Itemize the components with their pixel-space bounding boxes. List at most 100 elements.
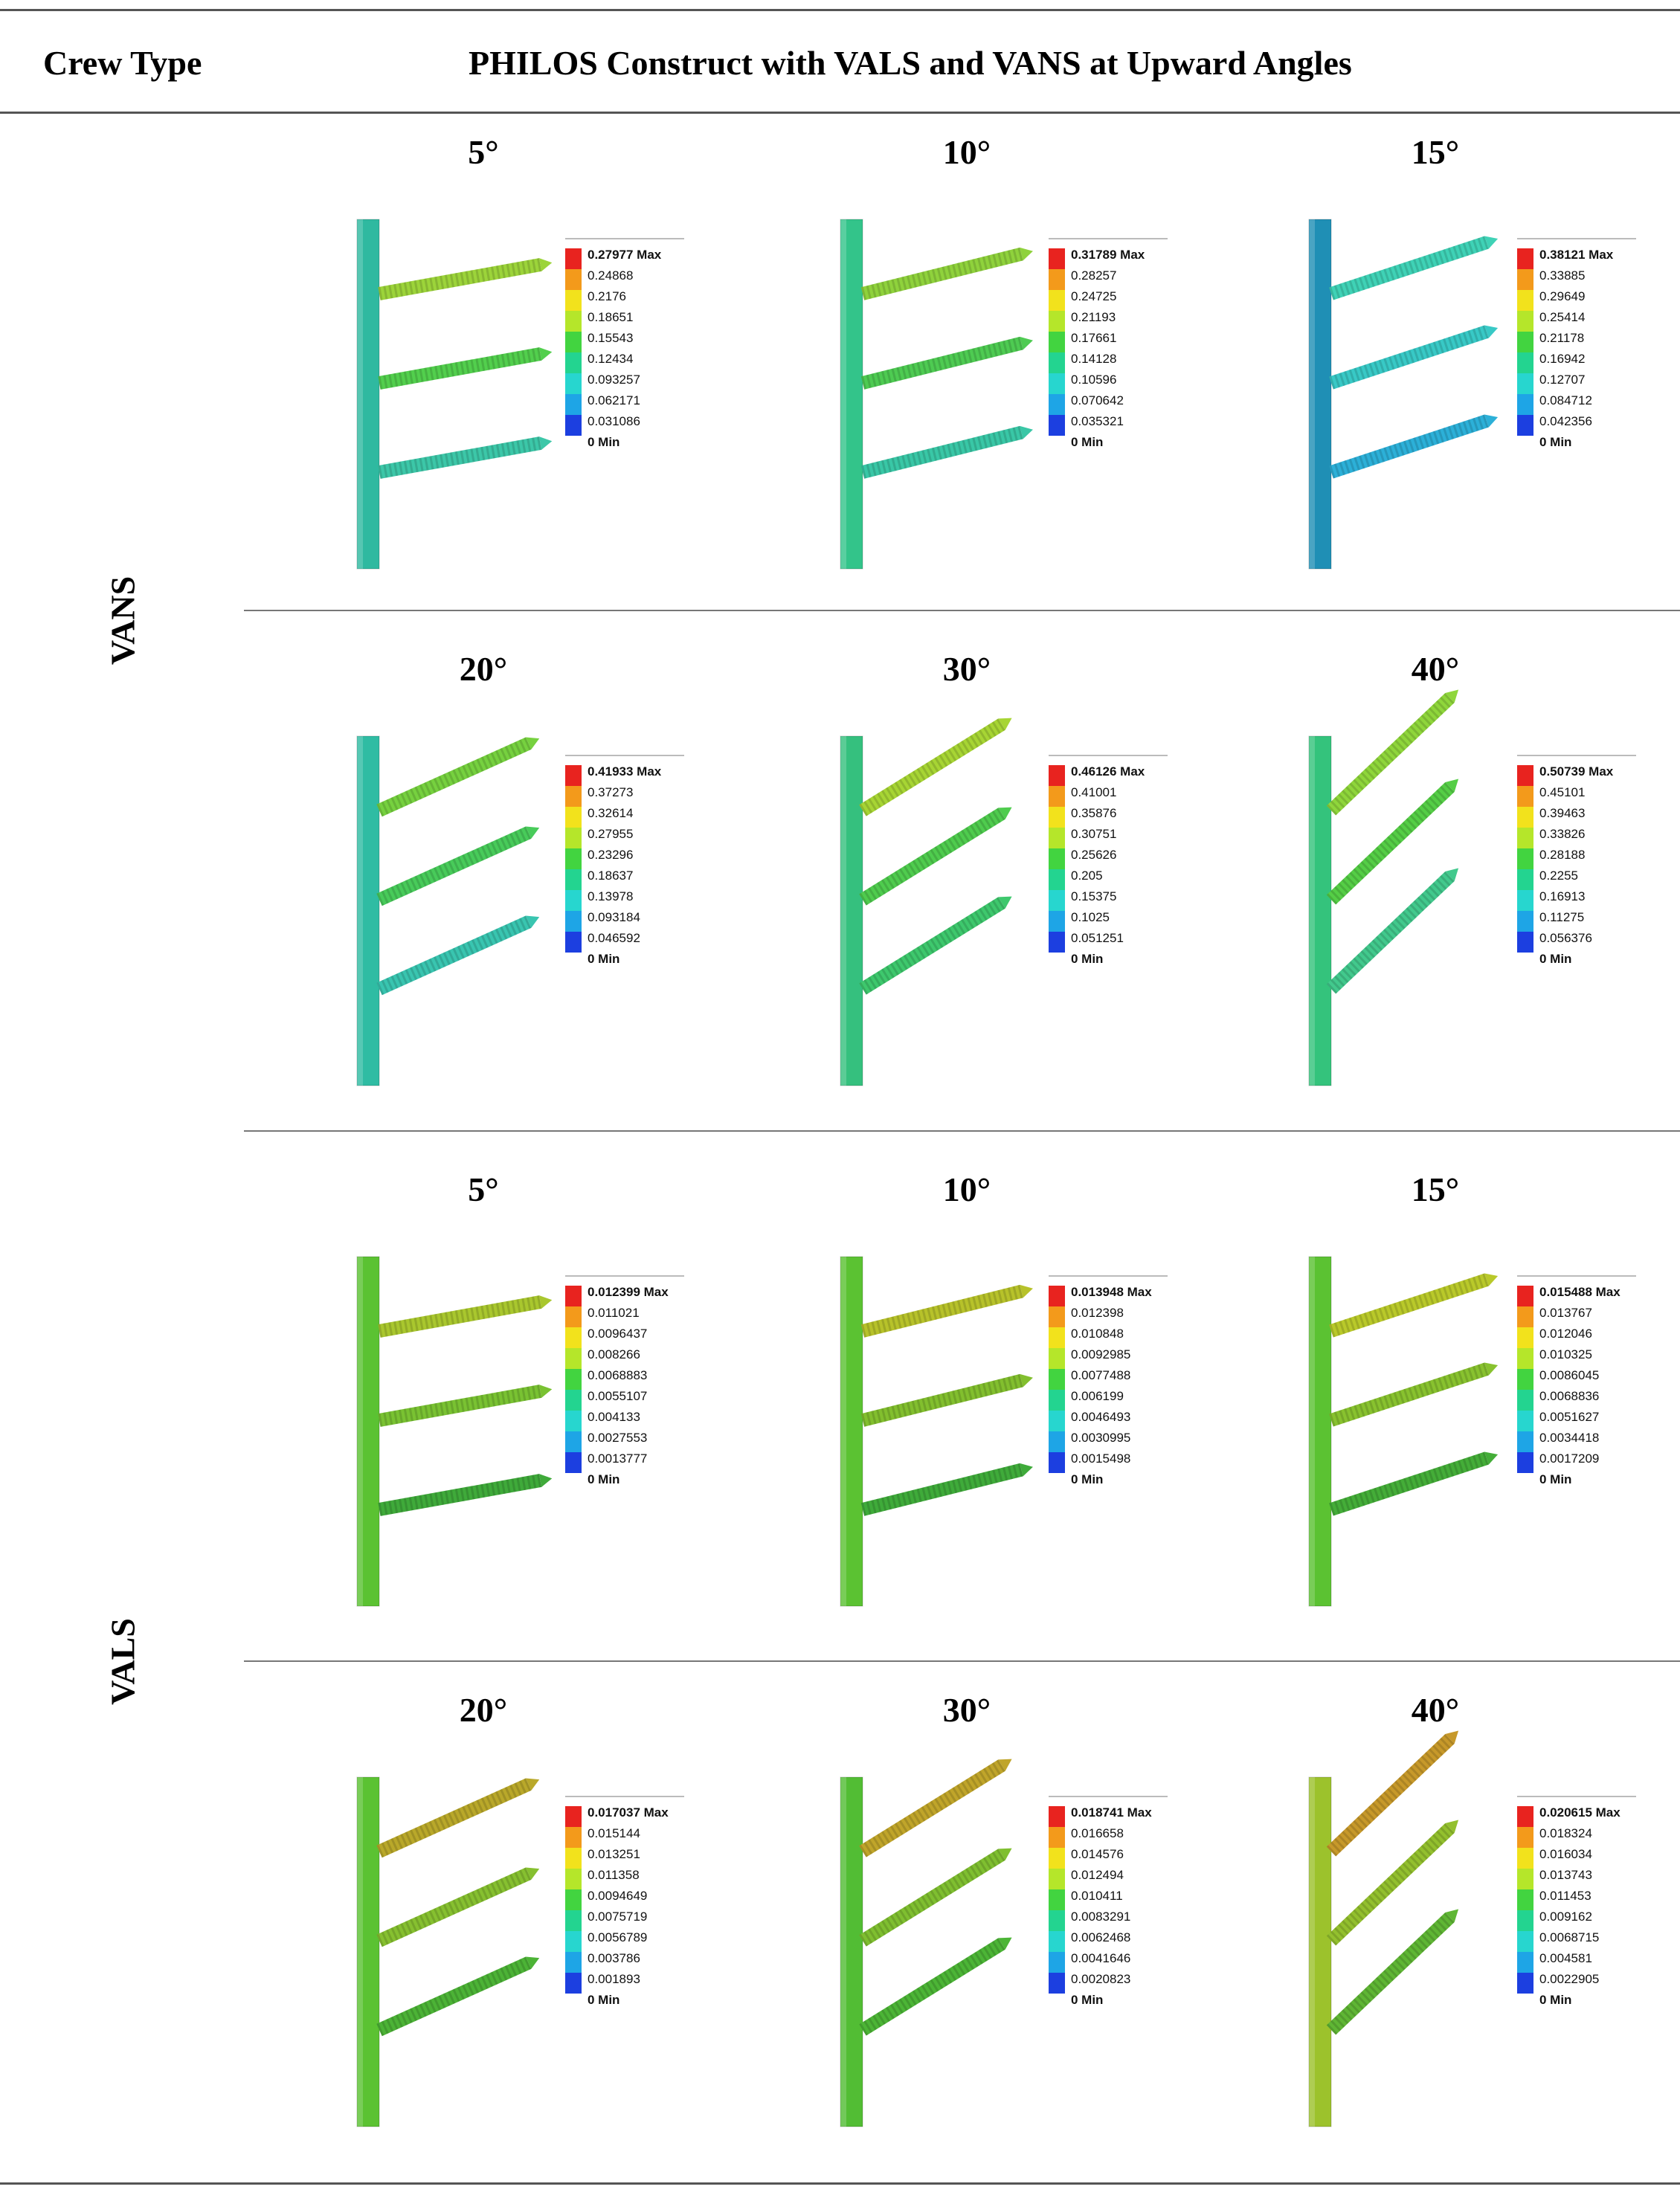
angle-heading: 20° bbox=[459, 650, 508, 688]
screw bbox=[1329, 236, 1499, 300]
screw bbox=[859, 807, 1012, 906]
legend-value: 0.12434 bbox=[588, 352, 634, 366]
angle-heading: 10° bbox=[942, 133, 991, 171]
legend-value: 0.0013777 bbox=[588, 1451, 648, 1466]
row-divider bbox=[244, 610, 1680, 611]
legend-value: 0.009162 bbox=[1539, 1910, 1592, 1924]
legend-value: 0.35876 bbox=[1071, 806, 1117, 820]
legend-value: 0.0046493 bbox=[1071, 1410, 1131, 1424]
legend-swatch bbox=[1517, 1952, 1533, 1973]
legend-value: 0.37273 bbox=[588, 785, 634, 799]
legend-swatch bbox=[1049, 765, 1065, 786]
legend-swatch bbox=[1049, 911, 1065, 932]
legend-value: 0.41001 bbox=[1071, 785, 1117, 799]
screw bbox=[376, 1956, 540, 2037]
screw bbox=[1326, 779, 1459, 905]
legend-swatch bbox=[1517, 373, 1533, 394]
legend-swatch bbox=[1049, 1348, 1065, 1369]
legend-swatch bbox=[1049, 290, 1065, 311]
legend-rule bbox=[565, 755, 684, 756]
legend-value: 0.23296 bbox=[588, 848, 634, 862]
plate bbox=[356, 735, 380, 1086]
legend-swatch bbox=[1517, 869, 1533, 890]
legend-value: 0.015488 Max bbox=[1539, 1285, 1621, 1299]
angle-heading: 40° bbox=[1411, 1691, 1460, 1729]
screw bbox=[1326, 868, 1459, 994]
legend-value: 0.14128 bbox=[1071, 352, 1117, 366]
legend-swatch bbox=[565, 415, 582, 436]
plate bbox=[840, 1256, 863, 1607]
legend-value: 0.017037 Max bbox=[588, 1805, 669, 1820]
legend-value: 0.003786 bbox=[588, 1951, 640, 1965]
legend-value: 0.11275 bbox=[1539, 910, 1585, 924]
screw bbox=[376, 1778, 540, 1858]
legend-swatch bbox=[1049, 1952, 1065, 1973]
screw bbox=[1329, 1273, 1499, 1338]
legend-value: 0 Min bbox=[588, 1472, 620, 1486]
legend-swatch bbox=[1517, 1973, 1533, 1994]
color-legend: 0.27977 Max 0.24868 0.2176 0.18651 0.15543 0.… bbox=[565, 238, 692, 483]
legend-swatch bbox=[565, 890, 582, 911]
legend-swatch bbox=[565, 828, 582, 848]
construct-image bbox=[1308, 219, 1499, 570]
screw bbox=[859, 1848, 1012, 1947]
legend-swatch bbox=[1517, 248, 1533, 269]
screw bbox=[1329, 1451, 1499, 1516]
legend-value: 0.016034 bbox=[1539, 1847, 1592, 1861]
legend-value: 0.41933 Max bbox=[588, 764, 662, 779]
construct-image bbox=[1308, 1256, 1499, 1607]
legend-swatch bbox=[1049, 311, 1065, 332]
legend-swatch bbox=[1517, 1369, 1533, 1390]
legend-value: 0.093184 bbox=[588, 910, 640, 924]
legend-swatch bbox=[565, 1286, 582, 1306]
table-bottom-rule bbox=[0, 2182, 1680, 2185]
legend-swatch bbox=[1049, 890, 1065, 911]
legend-value: 0.008266 bbox=[588, 1347, 640, 1361]
screw bbox=[860, 1463, 1033, 1516]
legend-value: 0.0015498 bbox=[1071, 1451, 1131, 1466]
screw bbox=[1329, 325, 1499, 390]
legend-swatch bbox=[1517, 1869, 1533, 1889]
legend-swatch bbox=[1049, 807, 1065, 828]
legend-value: 0.012494 bbox=[1071, 1868, 1124, 1882]
legend-swatch bbox=[1049, 1452, 1065, 1473]
legend-value: 0.015144 bbox=[588, 1826, 640, 1840]
legend-value: 0.0086045 bbox=[1539, 1368, 1600, 1382]
table-top-rule bbox=[0, 9, 1680, 11]
legend-value: 0.16942 bbox=[1539, 352, 1586, 366]
legend-swatch bbox=[1517, 1806, 1533, 1827]
legend-value: 0.15543 bbox=[588, 331, 634, 345]
column-header-crew-type: Crew Type bbox=[43, 44, 202, 82]
plate bbox=[840, 219, 863, 570]
screw bbox=[1326, 1909, 1459, 2035]
legend-swatch bbox=[1049, 1390, 1065, 1411]
legend-swatch bbox=[565, 807, 582, 828]
legend-value: 0.32614 bbox=[588, 806, 634, 820]
construct-image bbox=[1308, 689, 1459, 1086]
legend-value: 0.011021 bbox=[588, 1306, 640, 1320]
legend-swatch bbox=[565, 248, 582, 269]
screw bbox=[1326, 689, 1459, 816]
legend-swatch bbox=[1517, 848, 1533, 869]
legend-swatch bbox=[565, 1431, 582, 1452]
legend-swatch bbox=[1517, 1452, 1533, 1473]
legend-swatch bbox=[1517, 332, 1533, 352]
legend-swatch bbox=[1049, 869, 1065, 890]
color-legend: 0.017037 Max 0.015144 0.013251 0.011358 0.00… bbox=[565, 1796, 692, 2041]
legend-value: 0.28257 bbox=[1071, 268, 1117, 283]
legend-value: 0.004581 bbox=[1539, 1951, 1592, 1965]
legend-swatch bbox=[1517, 1306, 1533, 1327]
legend-swatch bbox=[565, 911, 582, 932]
legend-value: 0.21193 bbox=[1071, 310, 1116, 324]
legend-swatch bbox=[565, 1390, 582, 1411]
legend-value: 0.0068883 bbox=[588, 1368, 648, 1382]
legend-swatch bbox=[1049, 248, 1065, 269]
legend-swatch bbox=[1049, 1806, 1065, 1827]
legend-value: 0.33826 bbox=[1539, 827, 1586, 841]
color-legend: 0.020615 Max 0.018324 0.016034 0.013743 0.01… bbox=[1517, 1796, 1644, 2041]
screw bbox=[378, 436, 553, 479]
legend-swatch bbox=[1517, 765, 1533, 786]
angle-heading: 30° bbox=[942, 1691, 991, 1729]
legend-value: 0.0092985 bbox=[1071, 1347, 1131, 1361]
legend-swatch bbox=[565, 394, 582, 415]
